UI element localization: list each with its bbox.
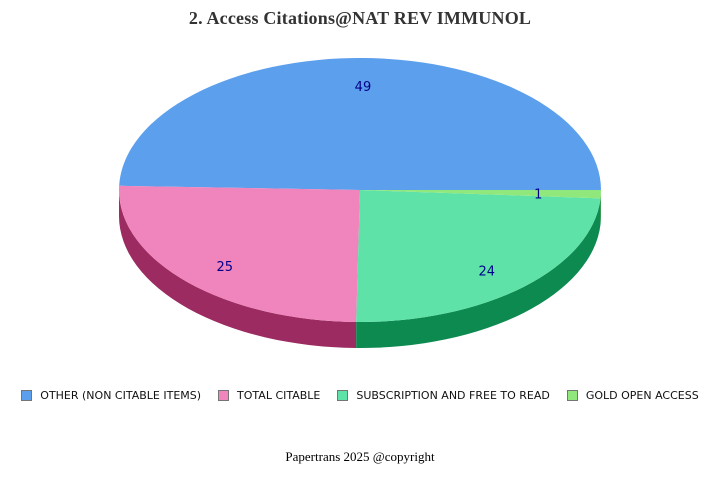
- pie-value-label-subscription-and-free-to-read: 24: [478, 265, 495, 280]
- pie-slice-side-total-citable: [119, 190, 357, 348]
- pie-value-label-total-citable: 25: [217, 260, 234, 275]
- legend-item-subscription-and-free-to-read: SUBSCRIPTION AND FREE TO READ: [337, 389, 550, 402]
- legend-label: GOLD OPEN ACCESS: [585, 389, 699, 402]
- legend-label: OTHER (NON CITABLE ITEMS): [40, 389, 202, 402]
- copyright-footer: Papertrans 2025 @copyright: [285, 449, 435, 464]
- legend-label: TOTAL CITABLE: [237, 389, 321, 402]
- legend-item-gold-open-access: GOLD OPEN ACCESS: [566, 389, 699, 402]
- legend-label: SUBSCRIPTION AND FREE TO READ: [356, 389, 550, 402]
- legend-swatch-icon: [337, 390, 349, 401]
- pie-slice-other-non-citable-items[interactable]: [119, 57, 602, 190]
- pie-value-label-gold-open-access: 1: [534, 188, 542, 203]
- pie-slice-gold-open-access[interactable]: [360, 190, 601, 199]
- legend-item-other-non-citable-items: OTHER (NON CITABLE ITEMS): [21, 389, 201, 402]
- legend-swatch-icon: [218, 390, 230, 401]
- chart-legend: OTHER (NON CITABLE ITEMS) TOTAL CITABLE …: [0, 389, 720, 402]
- pie-slice-subscription-and-free-to-read[interactable]: [356, 190, 601, 322]
- pie-slice-total-citable[interactable]: [118, 185, 361, 322]
- legend-swatch-icon: [566, 390, 578, 401]
- pie-value-label-other-non-citable-items: 49: [355, 80, 372, 95]
- chart-title: 2. Access Citations@NAT REV IMMUNOL: [188, 8, 532, 28]
- legend-swatch-icon: [21, 390, 33, 401]
- legend-item-total-citable: TOTAL CITABLE: [218, 389, 320, 402]
- pie-slice-side-subscription-and-free-to-read: [356, 198, 601, 348]
